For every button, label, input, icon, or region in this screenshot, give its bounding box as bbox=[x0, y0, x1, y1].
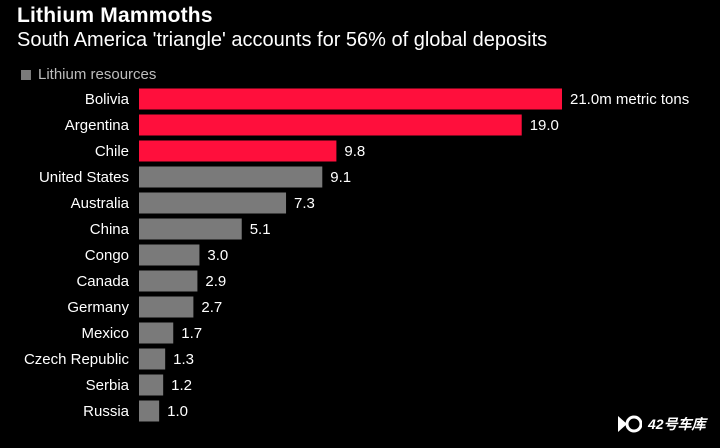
legend: Lithium resources bbox=[21, 66, 156, 83]
legend-label: Lithium resources bbox=[38, 66, 157, 83]
category-label-russia: Russia bbox=[83, 403, 130, 420]
category-label-serbia: Serbia bbox=[86, 377, 130, 394]
bar-germany bbox=[139, 296, 194, 318]
garage-logo-icon bbox=[618, 415, 642, 433]
bar-united-states bbox=[139, 166, 323, 188]
bar-mexico bbox=[139, 322, 174, 344]
bar-australia bbox=[139, 192, 287, 214]
chart-title: Lithium Mammoths bbox=[17, 4, 213, 27]
category-label-china: China bbox=[90, 221, 130, 238]
bar-russia bbox=[139, 400, 160, 422]
value-label-china: 5.1 bbox=[250, 221, 271, 238]
value-label-canada: 2.9 bbox=[205, 273, 226, 290]
watermark: 42号车库 bbox=[616, 412, 706, 436]
bar-congo bbox=[139, 244, 200, 266]
category-label-germany: Germany bbox=[67, 299, 129, 316]
bar-serbia bbox=[139, 374, 164, 396]
bar-argentina bbox=[139, 114, 522, 136]
value-label-united-states: 9.1 bbox=[330, 169, 351, 186]
value-label-russia: 1.0 bbox=[167, 403, 188, 420]
category-label-chile: Chile bbox=[95, 143, 129, 160]
category-label-czech-republic: Czech Republic bbox=[24, 351, 130, 368]
category-label-australia: Australia bbox=[71, 195, 130, 212]
bar-bolivia bbox=[139, 88, 562, 110]
value-label-germany: 2.7 bbox=[201, 299, 222, 316]
bar-chile bbox=[139, 140, 337, 162]
category-label-canada: Canada bbox=[76, 273, 129, 290]
bar-china bbox=[139, 218, 242, 240]
category-label-mexico: Mexico bbox=[81, 325, 129, 342]
watermark-text: 42号车库 bbox=[648, 416, 706, 432]
category-label-argentina: Argentina bbox=[65, 117, 130, 134]
legend-swatch bbox=[21, 69, 31, 80]
value-label-argentina: 19.0 bbox=[530, 117, 559, 134]
value-label-bolivia: 21.0m metric tons bbox=[570, 91, 689, 108]
chart-subtitle: South America 'triangle' accounts for 56… bbox=[17, 29, 548, 51]
bar-czech-republic bbox=[139, 348, 166, 370]
value-label-congo: 3.0 bbox=[207, 247, 228, 264]
value-label-serbia: 1.2 bbox=[171, 377, 192, 394]
value-label-czech-republic: 1.3 bbox=[173, 351, 194, 368]
category-label-united-states: United States bbox=[39, 169, 129, 186]
value-label-australia: 7.3 bbox=[294, 195, 315, 212]
value-label-chile: 9.8 bbox=[344, 143, 365, 160]
value-label-mexico: 1.7 bbox=[181, 325, 202, 342]
category-label-congo: Congo bbox=[85, 247, 129, 264]
category-label-bolivia: Bolivia bbox=[85, 91, 130, 108]
bar-canada bbox=[139, 270, 198, 292]
